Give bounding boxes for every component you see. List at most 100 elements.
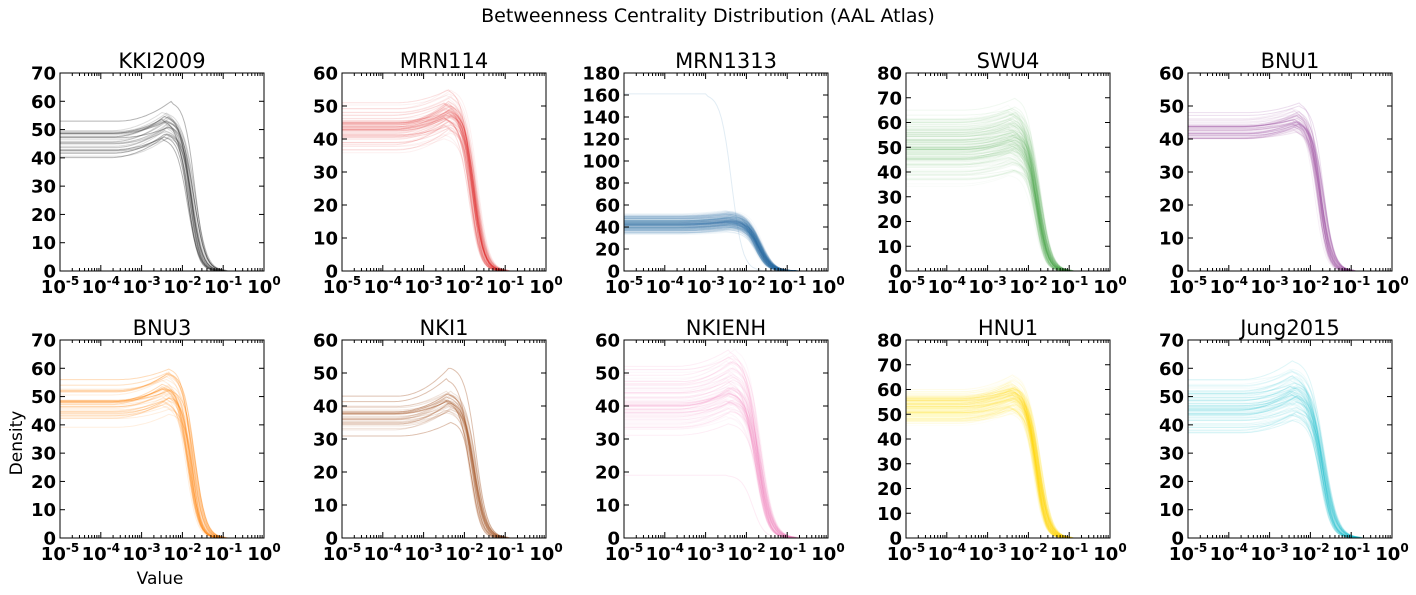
x-tick-label: 10-2 [163, 274, 201, 298]
density-curve [624, 392, 828, 538]
y-tick-label: 0 [325, 262, 338, 283]
density-curve [60, 405, 264, 538]
x-tick-label: 10-3 [122, 541, 160, 565]
density-curve [624, 400, 828, 538]
subplot-title: SWU4 [977, 49, 1040, 73]
density-curve [342, 112, 546, 271]
y-tick-label: 30 [31, 444, 56, 465]
density-curve [1188, 112, 1392, 271]
density-curve [1188, 126, 1392, 271]
y-tick-label: 10 [313, 229, 338, 250]
density-curve [60, 116, 264, 271]
density-curve [342, 113, 546, 271]
density-curve [1188, 397, 1392, 538]
x-tick-label: 10-1 [1050, 541, 1088, 565]
density-curve [906, 132, 1110, 271]
density-curve [624, 357, 828, 538]
density-curve [624, 220, 828, 271]
y-tick-label: 120 [582, 130, 620, 151]
density-curve [906, 156, 1110, 271]
y-tick-label: 30 [1159, 444, 1184, 465]
density-curve [906, 404, 1110, 538]
density-curve [60, 130, 264, 271]
density-curve [906, 410, 1110, 538]
y-tick-label: 30 [1159, 163, 1184, 184]
y-tick-label: 60 [877, 380, 902, 401]
x-tick-label: 100 [529, 274, 562, 298]
density-curve [1188, 130, 1392, 271]
density-curve [906, 151, 1110, 271]
density-curve [906, 406, 1110, 538]
density-curve [1188, 121, 1392, 271]
density-curve [342, 412, 546, 538]
density-curve [624, 387, 828, 538]
density-curve [906, 392, 1110, 538]
density-curve [906, 137, 1110, 271]
density-curve [342, 111, 546, 271]
density-curve [60, 397, 264, 538]
density-curve [906, 408, 1110, 538]
density-curve [1188, 382, 1392, 538]
density-curve [1188, 121, 1392, 271]
density-curve [906, 143, 1110, 271]
subplot-kki2009: 0 10 20 30 40 50 60 70 10-5 10-4 10-3 10-2 10-1 100 KK… [31, 49, 281, 298]
density-curve [342, 102, 546, 271]
y-tick-label: 60 [31, 92, 56, 113]
density-curve [342, 89, 546, 271]
y-tick-label: 10 [1159, 500, 1184, 521]
density-curve [342, 126, 546, 271]
density-curve [60, 129, 264, 271]
density-curve [60, 131, 264, 271]
density-curve [906, 119, 1110, 271]
density-curve [60, 413, 264, 538]
density-curve [342, 407, 546, 538]
density-curve [906, 150, 1110, 271]
density-curve [342, 116, 546, 271]
density-curve [624, 212, 828, 271]
density-curve [624, 218, 828, 271]
density-curve [342, 103, 546, 271]
density-curve [906, 151, 1110, 271]
density-curve [906, 140, 1110, 271]
subplot-title: BNU1 [1261, 49, 1320, 73]
density-curve [624, 362, 828, 538]
density-curve [624, 227, 828, 271]
density-curve [624, 406, 828, 538]
y-tick-label: 60 [1159, 359, 1184, 380]
density-curve [1188, 370, 1392, 538]
density-curve [624, 406, 828, 538]
density-curve [1188, 113, 1392, 271]
density-curve [906, 387, 1110, 538]
density-curve [906, 139, 1110, 271]
density-curve [624, 387, 828, 538]
axes-frame [341, 339, 547, 539]
density-curve [624, 399, 828, 538]
density-curve [906, 395, 1110, 538]
density-curve [624, 229, 828, 271]
density-curve [906, 413, 1110, 538]
density-curve [624, 231, 828, 271]
density-curve [1188, 382, 1392, 538]
density-curve [906, 406, 1110, 538]
density-curve [624, 373, 828, 538]
density-curve [624, 389, 828, 538]
density-curve [906, 160, 1110, 271]
density-curve [1188, 400, 1392, 538]
density-curve [906, 408, 1110, 538]
subplot-nki1: 0 10 20 30 40 50 60 10-5 10-4 10-3 10-2 10-1 100 NKI1 [313, 316, 563, 565]
density-curve [342, 119, 546, 271]
density-curve [906, 112, 1110, 271]
y-tick-label: 20 [313, 463, 338, 484]
density-curve [1188, 414, 1392, 538]
density-curve [624, 376, 828, 538]
density-curve [906, 397, 1110, 538]
y-tick-label: 60 [313, 331, 338, 352]
density-curve [342, 378, 546, 538]
density-curve [1188, 123, 1392, 271]
density-curve [1188, 407, 1392, 538]
x-tick-label: 10-5 [323, 541, 361, 565]
density-curve [342, 109, 546, 271]
subplot-mrn114: 0 10 20 30 40 50 60 10-5 10-4 10-3 10-2 10-1 100 MRN1… [313, 49, 563, 298]
y-tick-label: 0 [607, 262, 620, 283]
y-tick-label: 50 [31, 120, 56, 141]
